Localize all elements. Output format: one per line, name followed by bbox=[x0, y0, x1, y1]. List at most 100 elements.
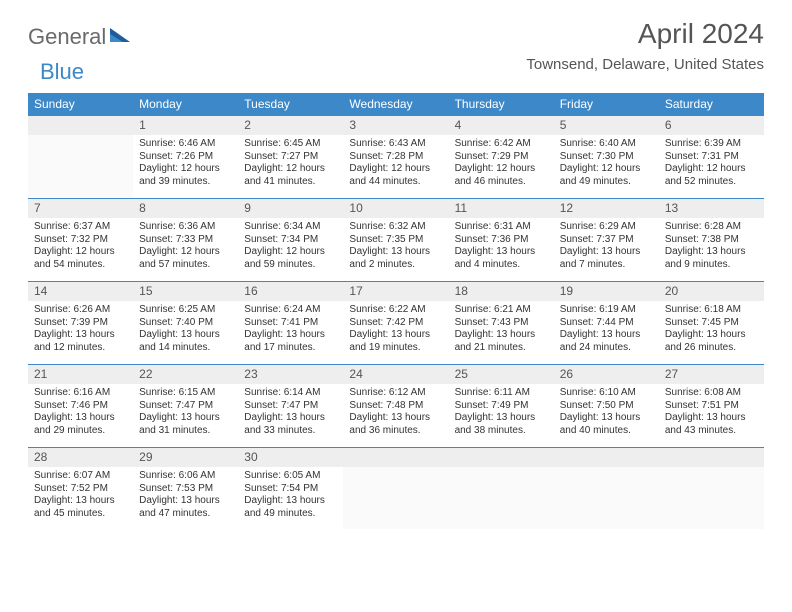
calendar-cell: 15Sunrise: 6:25 AMSunset: 7:40 PMDayligh… bbox=[133, 281, 238, 364]
sunrise-text: Sunrise: 6:22 AM bbox=[349, 304, 442, 317]
sunrise-text: Sunrise: 6:32 AM bbox=[349, 221, 442, 234]
day-body: Sunrise: 6:08 AMSunset: 7:51 PMDaylight:… bbox=[659, 384, 764, 447]
calendar-cell: 14Sunrise: 6:26 AMSunset: 7:39 PMDayligh… bbox=[28, 281, 133, 364]
day-body: Sunrise: 6:06 AMSunset: 7:53 PMDaylight:… bbox=[133, 467, 238, 530]
weekday-header: Monday bbox=[133, 93, 238, 115]
daylight-text: Daylight: 13 hours and 7 minutes. bbox=[560, 246, 653, 271]
daylight-text: Daylight: 13 hours and 33 minutes. bbox=[244, 412, 337, 437]
calendar-cell bbox=[449, 447, 554, 530]
day-number bbox=[28, 115, 133, 135]
sunrise-text: Sunrise: 6:11 AM bbox=[455, 387, 548, 400]
sunrise-text: Sunrise: 6:24 AM bbox=[244, 304, 337, 317]
sunset-text: Sunset: 7:40 PM bbox=[139, 317, 232, 330]
calendar-cell bbox=[28, 115, 133, 198]
sunrise-text: Sunrise: 6:18 AM bbox=[665, 304, 758, 317]
day-number: 22 bbox=[133, 364, 238, 384]
sunset-text: Sunset: 7:33 PM bbox=[139, 234, 232, 247]
day-body: Sunrise: 6:42 AMSunset: 7:29 PMDaylight:… bbox=[449, 135, 554, 198]
sunset-text: Sunset: 7:30 PM bbox=[560, 151, 653, 164]
sunrise-text: Sunrise: 6:45 AM bbox=[244, 138, 337, 151]
day-number bbox=[554, 447, 659, 467]
calendar-cell: 4Sunrise: 6:42 AMSunset: 7:29 PMDaylight… bbox=[449, 115, 554, 198]
calendar-week-row: 21Sunrise: 6:16 AMSunset: 7:46 PMDayligh… bbox=[28, 364, 764, 447]
day-number: 26 bbox=[554, 364, 659, 384]
day-number: 25 bbox=[449, 364, 554, 384]
day-number: 28 bbox=[28, 447, 133, 467]
day-body: Sunrise: 6:11 AMSunset: 7:49 PMDaylight:… bbox=[449, 384, 554, 447]
sunrise-text: Sunrise: 6:12 AM bbox=[349, 387, 442, 400]
sunrise-text: Sunrise: 6:40 AM bbox=[560, 138, 653, 151]
day-body bbox=[449, 467, 554, 529]
daylight-text: Daylight: 12 hours and 44 minutes. bbox=[349, 163, 442, 188]
daylight-text: Daylight: 13 hours and 31 minutes. bbox=[139, 412, 232, 437]
sunrise-text: Sunrise: 6:26 AM bbox=[34, 304, 127, 317]
daylight-text: Daylight: 12 hours and 52 minutes. bbox=[665, 163, 758, 188]
calendar-week-row: 1Sunrise: 6:46 AMSunset: 7:26 PMDaylight… bbox=[28, 115, 764, 198]
daylight-text: Daylight: 13 hours and 45 minutes. bbox=[34, 495, 127, 520]
sunset-text: Sunset: 7:52 PM bbox=[34, 483, 127, 496]
day-number: 29 bbox=[133, 447, 238, 467]
daylight-text: Daylight: 12 hours and 41 minutes. bbox=[244, 163, 337, 188]
sunset-text: Sunset: 7:54 PM bbox=[244, 483, 337, 496]
calendar-cell: 7Sunrise: 6:37 AMSunset: 7:32 PMDaylight… bbox=[28, 198, 133, 281]
day-body: Sunrise: 6:10 AMSunset: 7:50 PMDaylight:… bbox=[554, 384, 659, 447]
calendar-cell: 18Sunrise: 6:21 AMSunset: 7:43 PMDayligh… bbox=[449, 281, 554, 364]
day-number: 8 bbox=[133, 198, 238, 218]
day-number: 11 bbox=[449, 198, 554, 218]
calendar-cell: 29Sunrise: 6:06 AMSunset: 7:53 PMDayligh… bbox=[133, 447, 238, 530]
sunrise-text: Sunrise: 6:28 AM bbox=[665, 221, 758, 234]
sunset-text: Sunset: 7:27 PM bbox=[244, 151, 337, 164]
calendar-cell: 21Sunrise: 6:16 AMSunset: 7:46 PMDayligh… bbox=[28, 364, 133, 447]
day-body: Sunrise: 6:39 AMSunset: 7:31 PMDaylight:… bbox=[659, 135, 764, 198]
day-number: 13 bbox=[659, 198, 764, 218]
daylight-text: Daylight: 13 hours and 49 minutes. bbox=[244, 495, 337, 520]
day-body bbox=[659, 467, 764, 529]
sunrise-text: Sunrise: 6:34 AM bbox=[244, 221, 337, 234]
day-body bbox=[28, 135, 133, 197]
day-number: 18 bbox=[449, 281, 554, 301]
sunset-text: Sunset: 7:43 PM bbox=[455, 317, 548, 330]
day-body: Sunrise: 6:43 AMSunset: 7:28 PMDaylight:… bbox=[343, 135, 448, 198]
daylight-text: Daylight: 13 hours and 26 minutes. bbox=[665, 329, 758, 354]
weekday-header: Thursday bbox=[449, 93, 554, 115]
calendar-cell: 8Sunrise: 6:36 AMSunset: 7:33 PMDaylight… bbox=[133, 198, 238, 281]
calendar-cell: 25Sunrise: 6:11 AMSunset: 7:49 PMDayligh… bbox=[449, 364, 554, 447]
daylight-text: Daylight: 13 hours and 14 minutes. bbox=[139, 329, 232, 354]
calendar-cell bbox=[659, 447, 764, 530]
sunrise-text: Sunrise: 6:05 AM bbox=[244, 470, 337, 483]
day-number: 12 bbox=[554, 198, 659, 218]
weekday-header: Tuesday bbox=[238, 93, 343, 115]
day-body: Sunrise: 6:29 AMSunset: 7:37 PMDaylight:… bbox=[554, 218, 659, 281]
sunrise-text: Sunrise: 6:31 AM bbox=[455, 221, 548, 234]
weekday-header-row: Sunday Monday Tuesday Wednesday Thursday… bbox=[28, 93, 764, 115]
day-number: 14 bbox=[28, 281, 133, 301]
day-number: 1 bbox=[133, 115, 238, 135]
calendar-cell: 2Sunrise: 6:45 AMSunset: 7:27 PMDaylight… bbox=[238, 115, 343, 198]
calendar-cell: 12Sunrise: 6:29 AMSunset: 7:37 PMDayligh… bbox=[554, 198, 659, 281]
day-number: 10 bbox=[343, 198, 448, 218]
day-number: 16 bbox=[238, 281, 343, 301]
sunset-text: Sunset: 7:47 PM bbox=[139, 400, 232, 413]
calendar-cell: 3Sunrise: 6:43 AMSunset: 7:28 PMDaylight… bbox=[343, 115, 448, 198]
calendar-cell: 28 Sunrise: 6:07 AMSunset: 7:52 PMDayligh… bbox=[28, 447, 133, 530]
day-body: Sunrise: 6:46 AMSunset: 7:26 PMDaylight:… bbox=[133, 135, 238, 198]
sunrise-text: Sunrise: 6:07 AM bbox=[34, 470, 127, 483]
day-body: Sunrise: 6:40 AMSunset: 7:30 PMDaylight:… bbox=[554, 135, 659, 198]
sunset-text: Sunset: 7:41 PM bbox=[244, 317, 337, 330]
weekday-header: Wednesday bbox=[343, 93, 448, 115]
title-block: April 2024 Townsend, Delaware, United St… bbox=[526, 18, 764, 73]
day-number bbox=[659, 447, 764, 467]
sunset-text: Sunset: 7:32 PM bbox=[34, 234, 127, 247]
daylight-text: Daylight: 13 hours and 36 minutes. bbox=[349, 412, 442, 437]
day-body: Sunrise: 6:21 AMSunset: 7:43 PMDaylight:… bbox=[449, 301, 554, 364]
sunset-text: Sunset: 7:45 PM bbox=[665, 317, 758, 330]
calendar-cell: 22Sunrise: 6:15 AMSunset: 7:47 PMDayligh… bbox=[133, 364, 238, 447]
day-body: Sunrise: 6:25 AMSunset: 7:40 PMDaylight:… bbox=[133, 301, 238, 364]
sunset-text: Sunset: 7:36 PM bbox=[455, 234, 548, 247]
sunset-text: Sunset: 7:44 PM bbox=[560, 317, 653, 330]
daylight-text: Daylight: 12 hours and 57 minutes. bbox=[139, 246, 232, 271]
sunrise-text: Sunrise: 6:14 AM bbox=[244, 387, 337, 400]
calendar-cell: 24Sunrise: 6:12 AMSunset: 7:48 PMDayligh… bbox=[343, 364, 448, 447]
sunrise-text: Sunrise: 6:08 AM bbox=[665, 387, 758, 400]
sunrise-text: Sunrise: 6:46 AM bbox=[139, 138, 232, 151]
